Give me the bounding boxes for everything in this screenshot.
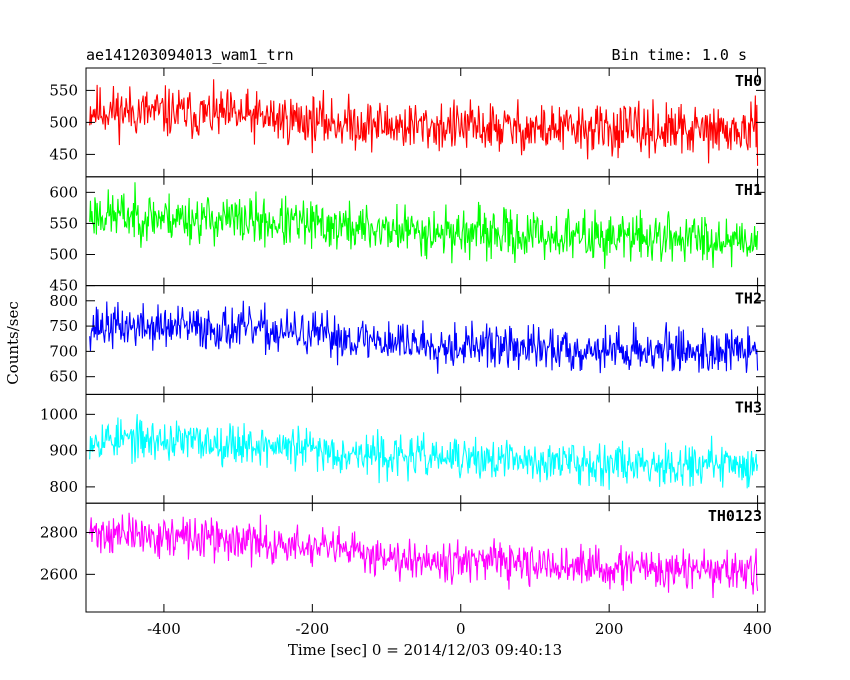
- x-tick-label: -400: [147, 620, 181, 638]
- y-tick-label: 550: [49, 81, 78, 99]
- y-tick-label: 800: [49, 478, 78, 496]
- x-tick-label: 400: [743, 620, 772, 638]
- panel-name-label: TH3: [735, 398, 762, 416]
- y-tick-label: 600: [49, 183, 78, 201]
- y-axis-label: Counts/sec: [4, 301, 22, 385]
- x-tick-label: -200: [295, 620, 329, 638]
- bin-time-label: Bin time: 1.0 s: [612, 46, 747, 64]
- panel-name-label: TH2: [735, 290, 762, 308]
- y-tick-label: 450: [49, 277, 78, 295]
- panel-name-label: TH0123: [708, 507, 762, 525]
- series-line-th1: [89, 182, 759, 269]
- series-line-th0: [89, 79, 759, 166]
- panel-name-label: TH1: [735, 181, 762, 199]
- y-tick-label: 2600: [40, 565, 78, 583]
- y-tick-label: 700: [49, 342, 78, 360]
- y-tick-label: 500: [49, 113, 78, 131]
- y-tick-label: 900: [49, 442, 78, 460]
- y-tick-label: 500: [49, 246, 78, 264]
- panel-name-label: TH0: [735, 72, 762, 90]
- x-tick-label: 0: [456, 620, 466, 638]
- panel-frame-th0: [85, 67, 766, 178]
- series-line-th2: [89, 300, 759, 374]
- y-tick-label: 550: [49, 214, 78, 232]
- y-tick-label: 1000: [40, 405, 78, 423]
- y-tick-label: 650: [49, 368, 78, 386]
- x-tick-label: 200: [595, 620, 624, 638]
- series-line-th0123: [89, 512, 759, 598]
- chart-title: ae141203094013_wam1_trn: [86, 46, 294, 64]
- panels-group: 450 500 550 TH0 450 500 550 600 TH1 650 700 750 800 T…: [40, 67, 772, 638]
- y-tick-label: 2800: [40, 523, 78, 541]
- panel-frame-th0123: [85, 502, 766, 613]
- y-tick-label: 750: [49, 317, 78, 335]
- x-axis-label: Time [sec] 0 = 2014/12/03 09:40:13: [288, 641, 562, 659]
- y-tick-label: 450: [49, 145, 78, 163]
- y-tick-label: 800: [49, 292, 78, 310]
- series-line-th3: [89, 414, 759, 490]
